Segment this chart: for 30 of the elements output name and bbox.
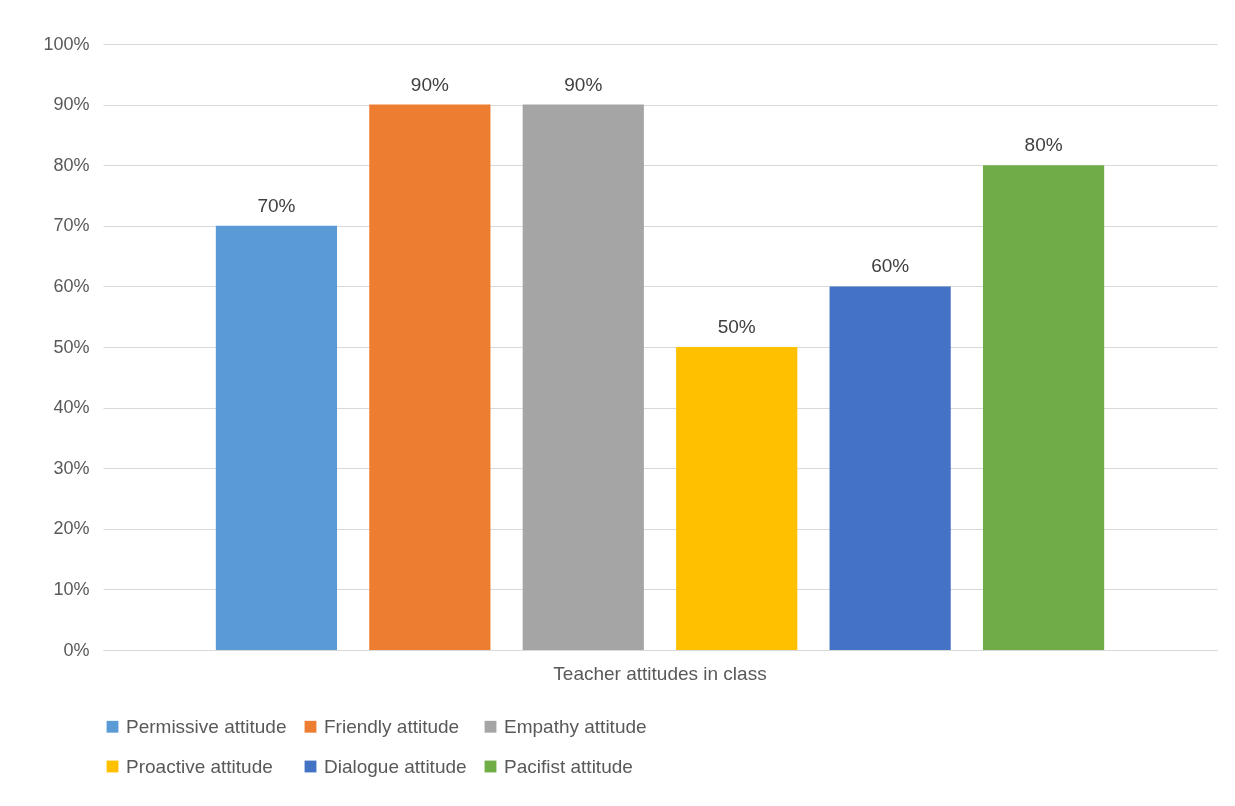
data-label: 60% (871, 255, 910, 277)
y-tick-label: 100% (43, 33, 90, 54)
bar (215, 225, 338, 650)
legend-label: Friendly attitude (324, 715, 460, 737)
y-tick-label: 30% (53, 457, 90, 478)
legend-label: Permissive attitude (126, 715, 287, 737)
data-label: 90% (564, 73, 603, 95)
bar (522, 104, 644, 650)
x-tick-label: Teacher attitudes in class (553, 662, 767, 684)
y-tick-label: 20% (53, 518, 90, 539)
y-tick-label: 0% (63, 639, 90, 660)
y-tick-label: 50% (53, 336, 90, 357)
bar (676, 347, 798, 650)
y-tick-label: 10% (53, 578, 90, 599)
y-tick-label: 60% (53, 275, 90, 296)
data-label: 50% (717, 316, 756, 337)
y-tick-label: 40% (53, 397, 90, 418)
bar (369, 104, 491, 650)
bar (982, 165, 1105, 650)
data-label: 90% (410, 73, 449, 95)
data-label: 70% (257, 194, 296, 216)
legend-label: Dialogue attitude (324, 755, 467, 777)
y-tick-label: 70% (53, 215, 90, 236)
y-tick-label: 90% (53, 94, 90, 115)
bar (829, 286, 951, 650)
data-label: 80% (1024, 134, 1063, 156)
legend-label: Empathy attitude (504, 715, 647, 737)
legend-label: Pacifist attitude (504, 755, 633, 777)
legend-label: Proactive attitude (126, 755, 273, 777)
y-tick-label: 80% (53, 154, 90, 175)
